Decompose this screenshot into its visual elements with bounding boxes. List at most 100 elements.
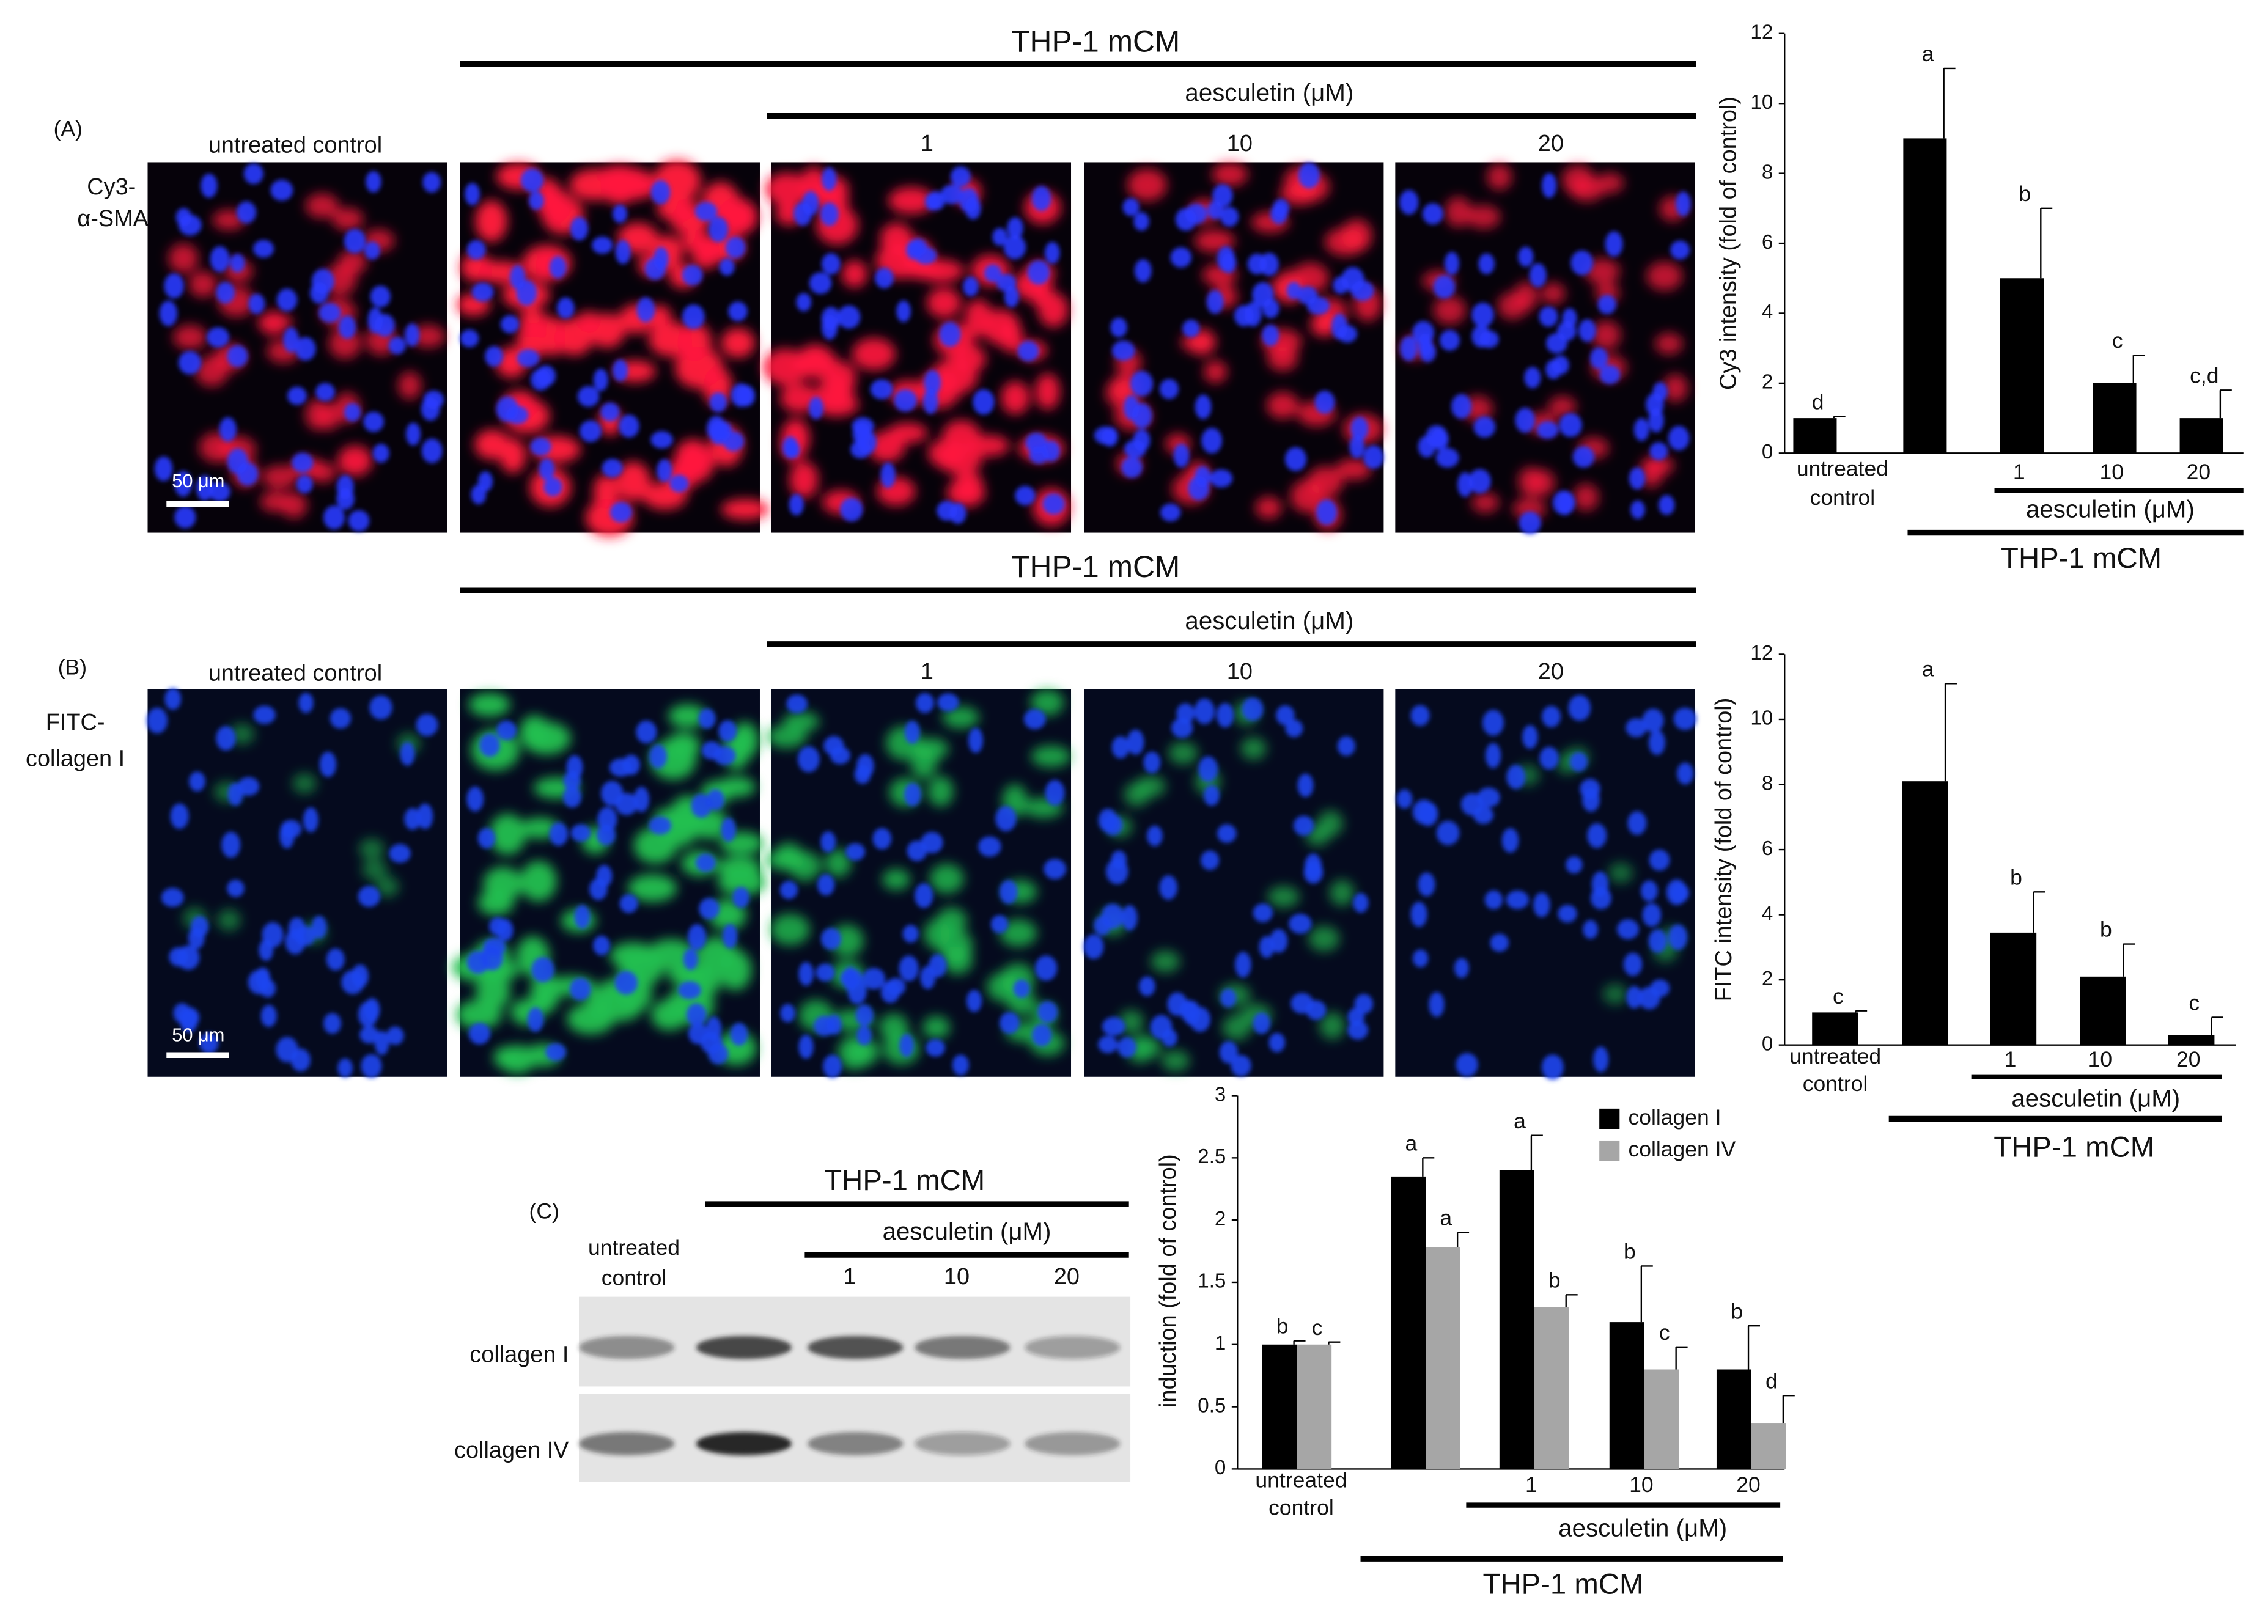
stain-blob xyxy=(1529,469,1556,496)
stain-blob xyxy=(292,773,317,794)
nucleus xyxy=(199,1032,219,1054)
stain-blob xyxy=(946,479,985,507)
dose-label: 1 xyxy=(843,1264,856,1290)
stain-blob xyxy=(1204,360,1228,383)
stain-blob xyxy=(1467,205,1501,229)
nucleus xyxy=(338,315,356,339)
nucleus xyxy=(596,865,613,887)
panel-label: (C) xyxy=(529,1199,559,1224)
significance-label: a xyxy=(1922,656,1934,681)
stain-blob xyxy=(1541,282,1566,305)
nucleus xyxy=(902,925,919,943)
nucleus xyxy=(1485,743,1501,769)
stain-blob xyxy=(950,344,987,373)
x-tick-label: 1 xyxy=(2013,460,2025,484)
nucleus xyxy=(798,1035,814,1059)
nucleus xyxy=(593,935,610,956)
nucleus xyxy=(937,693,959,711)
stain-blob xyxy=(880,222,913,256)
stain-blob xyxy=(530,985,556,1015)
band xyxy=(808,1432,904,1455)
nucleus xyxy=(1642,708,1664,733)
x-tick-label-line: control xyxy=(1268,1496,1334,1520)
nucleus xyxy=(856,430,877,455)
nucleus xyxy=(600,781,624,806)
bar xyxy=(1716,1369,1751,1469)
nucleus xyxy=(1247,254,1267,274)
nucleus xyxy=(779,881,798,900)
nucleus xyxy=(736,384,756,407)
nucleus xyxy=(786,694,808,713)
stain-label: FITC- xyxy=(46,710,105,735)
nucleus xyxy=(984,264,1002,282)
stain-blob xyxy=(1180,332,1217,353)
stain-blob xyxy=(927,776,954,807)
band xyxy=(808,1336,904,1359)
nucleus xyxy=(784,441,800,459)
nucleus xyxy=(1558,492,1573,515)
nucleus xyxy=(207,327,230,348)
nucleus xyxy=(1297,286,1318,305)
nucleus xyxy=(1468,469,1491,494)
y-tick-label: 10 xyxy=(1750,707,1773,730)
nucleus xyxy=(1623,952,1643,976)
nucleus xyxy=(707,416,726,441)
panel-label: (B) xyxy=(58,655,87,679)
nucleus xyxy=(1015,485,1036,505)
nucleus xyxy=(164,688,182,710)
stain-blob xyxy=(1151,950,1180,973)
stain-blob xyxy=(1433,295,1466,325)
nucleus xyxy=(1035,955,1058,981)
x-tick-label: untreated control xyxy=(1789,1044,1881,1096)
stain-blob xyxy=(1255,496,1282,520)
stain-label: Cy3- xyxy=(87,174,136,200)
nucleus xyxy=(311,916,327,939)
nucleus xyxy=(566,755,583,780)
nucleus xyxy=(556,297,575,319)
control-label: control xyxy=(602,1266,667,1290)
nucleus xyxy=(990,915,1009,933)
stain-blob xyxy=(499,438,526,474)
nucleus xyxy=(995,806,1017,832)
stain-blob xyxy=(1561,164,1595,195)
nucleus xyxy=(485,346,503,367)
nucleus xyxy=(1276,705,1295,726)
nucleus xyxy=(820,831,836,853)
y-tick-label: 8 xyxy=(1762,772,1773,795)
x-tick-label-line: untreated xyxy=(1789,1044,1881,1068)
nucleus xyxy=(1451,394,1472,419)
nucleus xyxy=(1268,1032,1286,1053)
nucleus xyxy=(838,305,861,329)
band xyxy=(579,1336,675,1359)
nucleus xyxy=(1170,247,1192,268)
nucleus xyxy=(1127,729,1144,755)
nucleus xyxy=(669,474,689,493)
nucleus xyxy=(925,193,940,211)
micrograph xyxy=(762,162,1072,533)
stain-blob xyxy=(888,186,935,215)
group-label: THP-1 mCM xyxy=(824,1164,985,1197)
nucleus xyxy=(221,831,241,858)
x-tick-label: 1 xyxy=(2005,1047,2017,1071)
group-label: THP-1 mCM xyxy=(1011,549,1180,584)
stain-blob xyxy=(309,462,337,483)
nucleus xyxy=(854,765,871,784)
bands xyxy=(579,1336,1121,1359)
significance-label: a xyxy=(1514,1109,1526,1133)
stain-blob xyxy=(673,444,715,483)
nucleus xyxy=(613,359,628,381)
nucleus xyxy=(1410,705,1430,726)
nucleus xyxy=(177,945,200,970)
nucleus xyxy=(602,458,623,477)
nucleus xyxy=(820,928,842,950)
nucleus xyxy=(570,824,591,842)
nucleus xyxy=(904,721,920,744)
nucleus xyxy=(279,823,295,849)
nucleus xyxy=(1353,892,1369,913)
nucleus xyxy=(423,390,444,410)
nucleus xyxy=(531,957,554,983)
nucleus xyxy=(1648,929,1667,953)
nucleus xyxy=(965,197,981,220)
nucleus xyxy=(189,771,205,792)
nucleus xyxy=(1422,203,1443,225)
